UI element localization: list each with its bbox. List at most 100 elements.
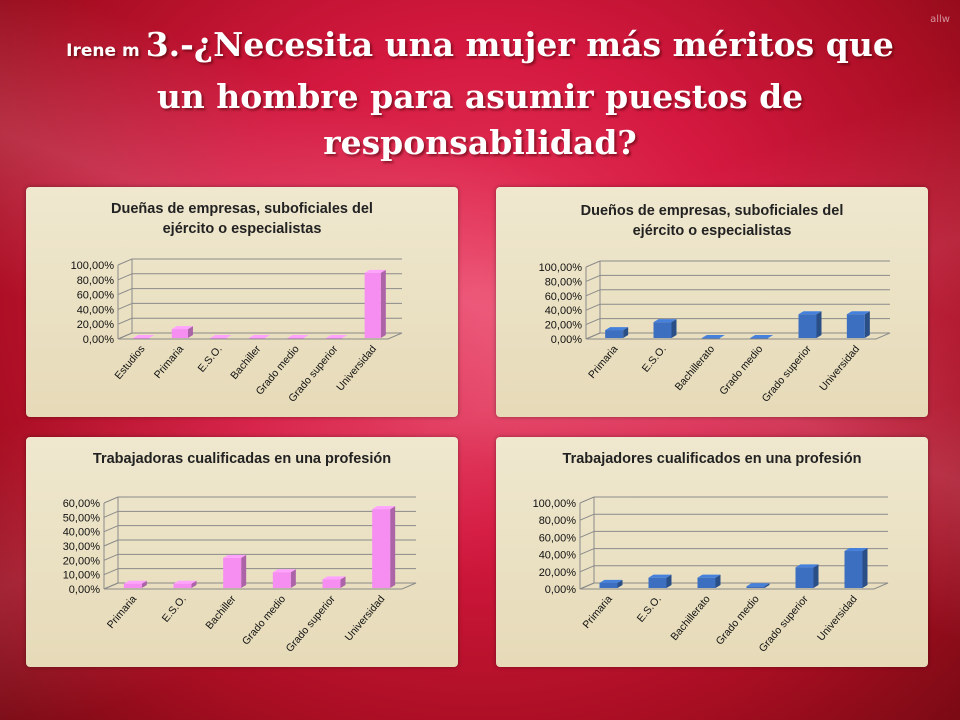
bar-top xyxy=(372,506,396,510)
gridline-depth xyxy=(579,496,595,504)
y-tick-label: 30,00% xyxy=(63,541,101,553)
x-tick-label: Primaria xyxy=(586,343,620,381)
bar-top xyxy=(171,326,193,330)
bar-top xyxy=(648,574,672,578)
bar xyxy=(648,577,667,588)
bar xyxy=(795,567,814,588)
bar-side xyxy=(715,574,721,588)
y-tick-label: 100,00% xyxy=(71,260,115,272)
x-tick-label: E.S.O. xyxy=(635,593,664,624)
gridline-depth xyxy=(579,530,595,538)
bar-top xyxy=(322,576,346,580)
y-tick-label: 50,00% xyxy=(63,512,101,524)
x-tick-label: Bachillerato xyxy=(673,343,718,393)
y-tick-label: 100,00% xyxy=(539,262,583,274)
x-tick-label: Estudios xyxy=(112,343,147,382)
bar xyxy=(326,338,343,339)
y-tick-label: 40,00% xyxy=(77,304,115,316)
y-tick-label: 40,00% xyxy=(63,527,101,539)
bar-side xyxy=(241,554,247,588)
bar xyxy=(372,509,391,588)
bar xyxy=(322,579,341,588)
chart-title-line: Dueñas de empresas, suboficiales del xyxy=(111,201,373,217)
bar-top xyxy=(599,579,623,583)
gridline-depth xyxy=(103,496,119,504)
gridline-depth xyxy=(585,303,601,311)
x-tick-label: Grado medio xyxy=(717,343,765,397)
chart-floor xyxy=(579,582,889,590)
x-tick-label: Universidad xyxy=(817,343,862,393)
x-tick-label: Bachillerato xyxy=(668,593,713,643)
gridline-depth xyxy=(579,513,595,521)
chart-panel-women-workers: Trabajadoras cualificadas en una profesi… xyxy=(26,437,458,667)
chart-women-owners: Dueñas de empresas, suboficiales del ejér… xyxy=(71,201,403,405)
bar-top xyxy=(653,319,677,323)
bar xyxy=(701,338,720,339)
bar xyxy=(173,583,192,588)
y-tick-label: 20,00% xyxy=(77,319,115,331)
bar-side xyxy=(623,327,629,338)
y-tick-label: 40,00% xyxy=(539,550,577,562)
bar-top xyxy=(272,569,296,573)
chart-title-line: Trabajadores cualificados en una profesi… xyxy=(563,451,862,467)
y-tick-label: 60,00% xyxy=(77,290,115,302)
bar-side xyxy=(862,548,868,588)
bar-top xyxy=(223,554,247,558)
bar xyxy=(599,582,618,588)
gridline-depth xyxy=(103,568,119,576)
gridline-depth xyxy=(117,288,133,296)
gridline-depth xyxy=(103,553,119,561)
y-tick-label: 20,00% xyxy=(539,567,577,579)
gridline-depth xyxy=(117,273,133,281)
x-tick-label: E.S.O. xyxy=(160,593,189,624)
bar-top xyxy=(210,335,232,338)
bar-top xyxy=(326,335,348,338)
chart-title-line: ejército o especialistas xyxy=(633,223,792,239)
chart-panel-men-owners: Dueños de empresas, suboficiales del ejér… xyxy=(496,187,928,417)
bar-top xyxy=(701,335,725,338)
x-tick-label: Grado medio xyxy=(240,593,288,647)
y-tick-label: 80,00% xyxy=(545,276,583,288)
bar-side xyxy=(390,506,396,588)
bar xyxy=(846,314,865,338)
bar xyxy=(844,551,863,588)
bar xyxy=(364,272,381,338)
chart-panel-women-owners: Dueñas de empresas, suboficiales del ejér… xyxy=(26,187,458,417)
bar-top xyxy=(795,564,819,568)
gridline-depth xyxy=(117,317,133,325)
x-tick-label: Universidad xyxy=(334,343,379,393)
bar xyxy=(272,572,291,588)
chart-title-line: ejército o especialistas xyxy=(163,221,322,237)
bar xyxy=(746,586,765,588)
x-tick-label: Grado medio xyxy=(714,593,762,647)
x-tick-label: Universidad xyxy=(815,593,860,643)
y-tick-label: 0,00% xyxy=(545,584,576,596)
bar xyxy=(750,338,769,339)
gridline-depth xyxy=(579,565,595,573)
bar-top xyxy=(798,311,822,315)
bar-top xyxy=(123,580,147,584)
gridline-depth xyxy=(103,510,119,518)
gridline-depth xyxy=(579,548,595,556)
bar-side xyxy=(671,319,677,338)
bar-side xyxy=(617,579,623,588)
y-tick-label: 60,00% xyxy=(539,532,577,544)
bar-top xyxy=(133,335,155,338)
chart-women-workers: Trabajadoras cualificadas en una profesi… xyxy=(63,451,417,655)
bar-side xyxy=(764,583,770,588)
y-tick-label: 60,00% xyxy=(545,291,583,303)
gridline-depth xyxy=(585,260,601,268)
bar-top xyxy=(248,335,271,338)
bar-side xyxy=(141,580,147,588)
x-tick-label: Grado superior xyxy=(757,593,812,655)
bar xyxy=(605,330,624,338)
chart-floor xyxy=(103,582,417,590)
gridline-depth xyxy=(117,302,133,310)
bar xyxy=(210,338,227,339)
bar xyxy=(248,338,266,339)
gridline-depth xyxy=(103,525,119,533)
y-tick-label: 20,00% xyxy=(545,320,583,332)
y-tick-label: 10,00% xyxy=(63,570,101,582)
bar xyxy=(133,338,150,339)
bar-top xyxy=(750,335,774,338)
